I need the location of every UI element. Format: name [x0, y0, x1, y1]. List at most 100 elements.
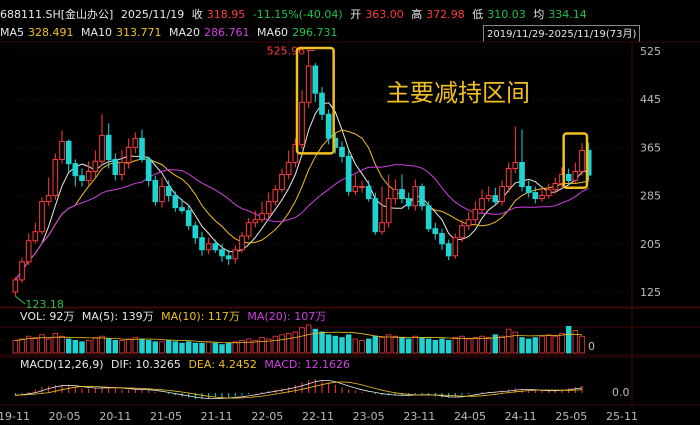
candle-body	[272, 189, 279, 203]
candle-body	[259, 213, 265, 221]
macd-dif: DIF: 10.3265	[111, 358, 181, 371]
candle-body	[52, 158, 59, 197]
time-tick-label: 24-05	[454, 410, 486, 423]
candle-body	[505, 167, 512, 188]
volume-bar	[145, 339, 152, 354]
ma20-label: MA20	[169, 26, 201, 39]
candle-body	[532, 192, 539, 200]
candle-body	[552, 183, 559, 191]
candle-body	[485, 195, 492, 200]
volume-bar	[539, 335, 545, 354]
volume-bar	[565, 325, 572, 354]
candle-body	[245, 222, 252, 237]
volume-bar	[139, 338, 145, 354]
volume-bar	[85, 339, 92, 354]
candle-body	[265, 201, 272, 215]
candle-body	[285, 161, 292, 175]
volume-bar	[485, 337, 492, 354]
volume-bar	[292, 331, 299, 354]
volume-bar	[459, 335, 465, 354]
candle-body	[125, 146, 132, 163]
candle-body	[445, 243, 452, 257]
volume-bar	[12, 339, 19, 354]
time-tick-label: 19-11	[0, 410, 30, 423]
annotations: 525.96 123.18	[15, 44, 589, 311]
volume-bar	[339, 337, 345, 354]
candle-body	[152, 180, 159, 203]
volume-bar	[279, 334, 285, 354]
volume-bar	[179, 342, 185, 354]
volume-bar	[39, 334, 45, 354]
vol-ma10: MA(10): 117万	[161, 310, 240, 323]
high-label: 高	[411, 8, 423, 21]
candle-body	[132, 137, 139, 148]
macd-dif-line	[15, 380, 583, 399]
volume-bar	[479, 335, 485, 354]
candle-body	[405, 198, 412, 207]
candle-body	[79, 175, 85, 182]
candle-body	[479, 198, 485, 210]
volume-bar	[272, 335, 279, 354]
volume-bar	[325, 334, 332, 354]
candle-body	[179, 207, 185, 212]
volume-bar	[185, 341, 192, 354]
time-tick-label: 24-11	[505, 410, 537, 423]
volume-bar	[45, 338, 52, 354]
candle-body	[252, 219, 259, 224]
volume-bar	[172, 341, 179, 354]
volume-legend: VOL: 92万 MA(5): 139万 MA(10): 117万 MA(20)…	[0, 309, 700, 325]
volume-bar	[125, 338, 132, 354]
candle-body	[545, 189, 552, 197]
volume-bar	[319, 331, 325, 354]
candle-body	[165, 186, 172, 197]
candle-body	[365, 186, 372, 200]
volume-bar	[365, 338, 372, 354]
ma20-line	[14, 164, 589, 281]
ma60-value: 296.731	[292, 26, 338, 39]
volume-bar	[152, 341, 159, 354]
candle-body	[219, 249, 225, 257]
time-tick-label: 21-05	[150, 410, 182, 423]
candle-body	[192, 225, 199, 239]
price-tick-label: 525	[640, 45, 661, 58]
stock-code[interactable]: 688111.SH[金山办公]	[0, 8, 114, 21]
candle-body	[72, 163, 79, 177]
avg-label: 均	[533, 8, 545, 21]
macd-axis-zero: 0.0	[612, 386, 630, 399]
candle-body	[565, 174, 572, 182]
volume-bar	[65, 338, 72, 354]
volume-bar	[99, 335, 105, 354]
volume-bar	[105, 338, 112, 354]
time-tick-label: 25-11	[606, 410, 638, 423]
volume-bar	[419, 337, 425, 354]
ma20-value: 286.761	[204, 26, 250, 39]
volume-bar	[132, 337, 139, 354]
vol-ma20: MA(20): 107万	[247, 310, 327, 323]
volume-bar	[219, 344, 225, 354]
quote-header: 688111.SH[金山办公] 2025/11/19 收 318.95 -11.1…	[0, 6, 700, 24]
candle-body	[172, 195, 179, 209]
volume-bar	[425, 338, 432, 354]
price-tick-label: 125	[640, 286, 661, 299]
volume-bar	[205, 341, 212, 354]
candle-body	[412, 186, 419, 207]
candle-body	[312, 65, 319, 94]
volume-bar	[312, 328, 319, 354]
volume-bar	[232, 341, 239, 354]
volume-bar	[259, 337, 265, 354]
min-price-marker	[15, 295, 26, 305]
reduction-annotation: 主要减持区间	[386, 79, 530, 107]
volume-bar	[265, 338, 272, 354]
candle-body	[19, 261, 25, 281]
time-tick-label: 25-05	[555, 410, 587, 423]
candle-body	[39, 201, 45, 233]
candle-body	[45, 195, 52, 203]
candle-body	[472, 208, 479, 221]
volume-bar	[445, 339, 452, 354]
time-tick-label: 23-11	[403, 410, 435, 423]
volume-bar	[572, 330, 579, 354]
date-range-button[interactable]: 2019/11/29-2025/11/19(73月)	[483, 25, 641, 42]
candle-body	[32, 231, 39, 242]
candle-body	[492, 195, 499, 203]
